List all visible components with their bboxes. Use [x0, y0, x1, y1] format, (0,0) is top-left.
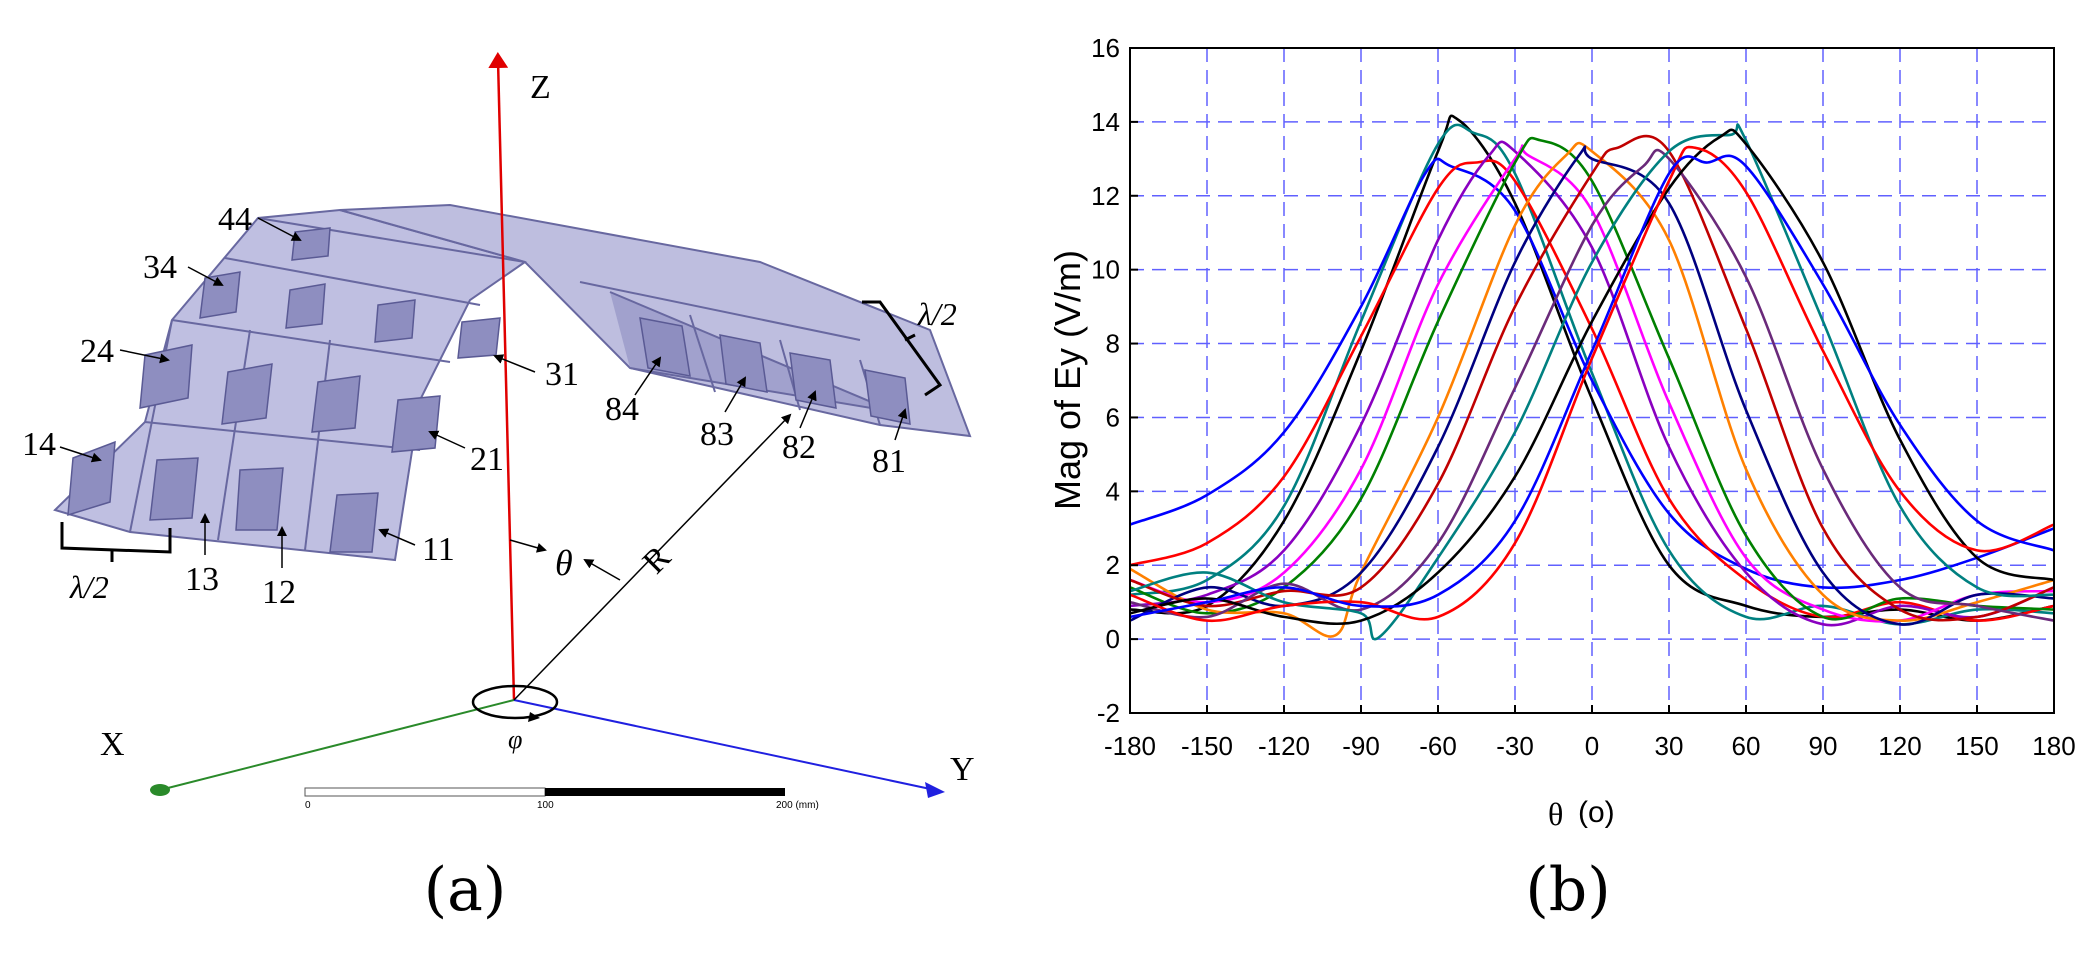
patch-11	[329, 492, 379, 553]
patch-24	[139, 344, 193, 409]
x-tick-labels: -180 -150 -120 -90 -60 -30 0 30 60 90 120 150 180	[1104, 705, 2076, 761]
panel-b-chart: -180 -150 -120 -90 -60 -30 0 30 60 90 120 150 180 -2…	[1047, 33, 2076, 925]
label-34: 34	[143, 249, 177, 286]
patch-14	[67, 440, 116, 517]
series-line-8	[1130, 141, 2054, 638]
y-tick-label: 16	[1091, 33, 1120, 63]
phi-arrow	[528, 712, 540, 722]
scale-tick-100: 100	[537, 800, 554, 811]
x-tick-label: -120	[1258, 731, 1310, 761]
label-14: 14	[22, 426, 56, 463]
radius-label: R	[636, 539, 678, 581]
chart-series	[1130, 114, 2054, 641]
y-tick-label: 10	[1091, 255, 1120, 285]
patch-82	[789, 352, 837, 409]
x-axis-label: X	[100, 726, 125, 763]
series-line-14	[1130, 145, 2054, 622]
caption-b: (b)	[1525, 855, 1610, 925]
x-tick-label: -180	[1104, 731, 1156, 761]
patch-21	[391, 395, 441, 453]
x-tick-label: 180	[2032, 731, 2075, 761]
x-tick-label: 60	[1732, 731, 1761, 761]
chart-gridlines	[1130, 48, 2054, 713]
phi-label: φ	[508, 725, 522, 754]
series-line-3	[1130, 157, 2054, 590]
x-axis-title: θ	[1548, 796, 1563, 832]
z-axis	[488, 52, 516, 701]
patch-22	[311, 375, 361, 433]
label-24: 24	[80, 333, 114, 370]
patch-13	[149, 457, 199, 521]
label-83: 83	[700, 416, 734, 453]
series-line-9	[1130, 145, 2054, 626]
x-tick-label: -90	[1342, 731, 1380, 761]
patch-23	[221, 363, 273, 425]
patch-34	[199, 271, 241, 319]
series-line-2	[1130, 123, 2054, 626]
series-line-15	[1130, 154, 2054, 619]
y-tick-label: 8	[1106, 329, 1120, 359]
z-axis-label: Z	[530, 69, 551, 106]
y-tick-label: 2	[1106, 550, 1120, 580]
caption-a: (a)	[424, 855, 507, 925]
patch-31	[457, 317, 501, 359]
y-tick-labels: -2 0 2 4 6 8 10 12 14 16	[1091, 33, 1138, 728]
x-tick-label: -150	[1181, 731, 1233, 761]
label-82: 82	[782, 429, 816, 466]
label-84: 84	[605, 391, 639, 428]
x-axis	[159, 699, 515, 791]
x-tick-label: 90	[1809, 731, 1838, 761]
array-left-section	[53, 208, 528, 562]
y-tick-label: 14	[1091, 107, 1120, 137]
label-81: 81	[872, 443, 906, 480]
series-line-5	[1130, 140, 2054, 627]
y-tick-label: 4	[1106, 476, 1120, 506]
x-tick-label: -30	[1496, 731, 1534, 761]
theta-marker-left	[509, 539, 547, 553]
y-tick-label: -2	[1097, 698, 1120, 728]
label-13: 13	[185, 561, 219, 598]
scale-bar: 0 100 200 (mm)	[304, 787, 819, 811]
x-tick-label: 150	[1955, 731, 1998, 761]
theta-label: θ	[555, 543, 573, 583]
phi-circle	[471, 684, 559, 720]
patch-84	[639, 317, 691, 377]
patch-33	[285, 283, 326, 329]
x-tick-label: 0	[1585, 731, 1599, 761]
patch-44	[291, 227, 331, 261]
label-11: 11	[422, 531, 455, 568]
y-tick-label: 6	[1106, 402, 1120, 432]
x-tick-label: 120	[1878, 731, 1921, 761]
x-axis-tip	[150, 784, 170, 796]
y-axis-title: Mag of Ey (V/m)	[1047, 250, 1088, 510]
element-labels	[59, 217, 908, 568]
y-axis	[513, 699, 936, 791]
scale-tick-0: 0	[305, 800, 311, 811]
y-axis-tip	[925, 782, 945, 798]
half-wave-bracket-right	[862, 300, 943, 397]
label-31: 31	[545, 356, 579, 393]
scale-tick-200: 200 (mm)	[776, 800, 819, 811]
y-tick-label: 12	[1091, 181, 1120, 211]
half-wave-bracket-left	[60, 522, 172, 562]
patch-elements	[67, 227, 911, 553]
series-line-7	[1130, 136, 2054, 621]
x-tick-label: 30	[1655, 731, 1684, 761]
label-21: 21	[470, 441, 504, 478]
half-wave-label-left: λ/2	[69, 569, 109, 605]
half-wave-label-right: λ/2	[917, 296, 957, 332]
patch-12	[235, 467, 284, 531]
x-axis-unit: (o)	[1578, 796, 1615, 829]
y-tick-label: 0	[1106, 624, 1120, 654]
label-12: 12	[262, 574, 296, 611]
theta-marker-right	[583, 559, 621, 581]
panel-a-antenna-diagram: Z X Y R θ φ λ/2 λ/2	[22, 52, 975, 925]
patch-83	[719, 334, 768, 393]
label-44: 44	[218, 201, 252, 238]
y-axis-label: Y	[950, 751, 975, 788]
x-tick-label: -60	[1419, 731, 1457, 761]
radius-line	[513, 413, 792, 701]
patch-32	[374, 299, 416, 343]
